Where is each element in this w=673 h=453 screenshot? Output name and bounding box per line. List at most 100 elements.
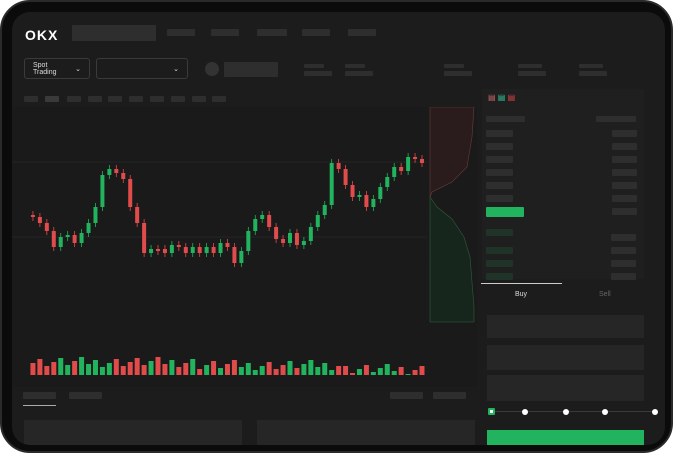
slider-mark-100[interactable] [652, 409, 658, 415]
candle [30, 215, 35, 217]
slider-mark-25[interactable] [522, 409, 528, 415]
volume-bar [224, 364, 230, 375]
tab-history[interactable] [69, 392, 102, 399]
candle [204, 247, 209, 253]
stat-label [345, 64, 365, 68]
volume-bar [287, 361, 293, 375]
tab-buy[interactable]: Buy [515, 291, 528, 298]
stat-label [518, 64, 542, 68]
candle [156, 249, 160, 251]
volume-bar [245, 363, 251, 375]
nav-item[interactable] [302, 29, 330, 36]
volume-bar [197, 369, 203, 375]
candle [142, 223, 147, 253]
timeframe-button[interactable] [24, 96, 38, 102]
candle [343, 169, 348, 185]
candle [274, 227, 279, 239]
depth-asks [429, 106, 475, 198]
ask-amount [612, 169, 637, 176]
total-input[interactable] [487, 375, 644, 401]
tab-sell[interactable]: Sell [599, 291, 611, 298]
filter-button[interactable] [433, 392, 466, 399]
ask-price [486, 130, 513, 137]
candle [267, 215, 272, 227]
candle [162, 249, 167, 253]
volume-bar [183, 363, 189, 375]
candle [294, 233, 299, 245]
candle [301, 241, 306, 245]
slider-mark-75[interactable] [602, 409, 608, 415]
bid-amount [611, 247, 636, 254]
book-asks-icon[interactable]: ▤ [507, 93, 516, 102]
candle [211, 247, 216, 253]
volume-bar [350, 373, 356, 375]
volume-bar [252, 370, 258, 375]
volume-bar [322, 363, 328, 375]
ask-price [486, 169, 513, 176]
ask-amount [612, 156, 637, 163]
search-bar[interactable] [72, 25, 156, 41]
timeframe-button[interactable] [129, 96, 143, 102]
bid-amount [611, 260, 636, 267]
volume-bar [30, 363, 36, 375]
orders-panel [24, 420, 242, 445]
timeframe-button[interactable] [67, 96, 81, 102]
filter-button[interactable] [390, 392, 423, 399]
candle [329, 163, 334, 205]
candle [44, 223, 49, 231]
price-input[interactable] [487, 315, 644, 338]
book-bids-icon[interactable]: ▤ [497, 93, 506, 102]
volume-bar [204, 365, 210, 375]
screen: OKX Spot Trading ⌄ ⌄ ▤ ▤ ▤ Buy Sell [12, 12, 665, 445]
candle [100, 175, 105, 207]
timeframe-button[interactable] [150, 96, 164, 102]
ask-price [486, 182, 513, 189]
candle [371, 199, 376, 207]
nav-item[interactable] [167, 29, 195, 36]
coin-icon [205, 62, 219, 76]
timeframe-button[interactable] [192, 96, 206, 102]
timeframe-button[interactable] [45, 96, 59, 102]
volume-bar [238, 367, 244, 375]
volume-bar [294, 368, 300, 375]
candle [239, 251, 244, 263]
book-header-price [486, 116, 525, 122]
stat-value [518, 71, 546, 76]
candle [37, 217, 42, 223]
stat-value [444, 71, 472, 76]
slider-mark-50[interactable] [563, 409, 569, 415]
volume-bar [370, 372, 376, 375]
bid-price [486, 229, 513, 236]
last-price [486, 207, 524, 217]
book-view-icons[interactable]: ▤ ▤ ▤ [488, 93, 515, 102]
amount-input[interactable] [487, 345, 644, 370]
candle [385, 177, 390, 187]
nav-item[interactable] [348, 29, 376, 36]
ask-amount [612, 143, 637, 150]
volume-bar [398, 367, 404, 375]
candle [183, 247, 188, 253]
pair-selector[interactable]: ⌄ [96, 58, 188, 79]
timeframe-button[interactable] [171, 96, 185, 102]
volume-bar [259, 366, 265, 375]
timeframe-button[interactable] [108, 96, 122, 102]
candle [288, 233, 292, 243]
volume-bar [79, 357, 85, 375]
timeframe-button[interactable] [88, 96, 102, 102]
candle [197, 247, 202, 253]
book-both-icon[interactable]: ▤ [488, 93, 496, 102]
percent-slider[interactable] [488, 408, 658, 415]
nav-item[interactable] [211, 29, 239, 36]
buy-tab-indicator [481, 283, 562, 284]
candle [93, 207, 98, 223]
candle [121, 173, 126, 179]
assets-panel [257, 420, 475, 445]
timeframe-button[interactable] [212, 96, 226, 102]
buy-button[interactable] [487, 430, 644, 445]
market-selector[interactable]: Spot Trading ⌄ [24, 58, 90, 79]
slider-handle[interactable] [488, 408, 495, 415]
candle [315, 215, 320, 227]
tab-orders[interactable] [23, 392, 56, 399]
candlestick-chart[interactable] [12, 106, 477, 387]
nav-item[interactable] [257, 29, 287, 36]
